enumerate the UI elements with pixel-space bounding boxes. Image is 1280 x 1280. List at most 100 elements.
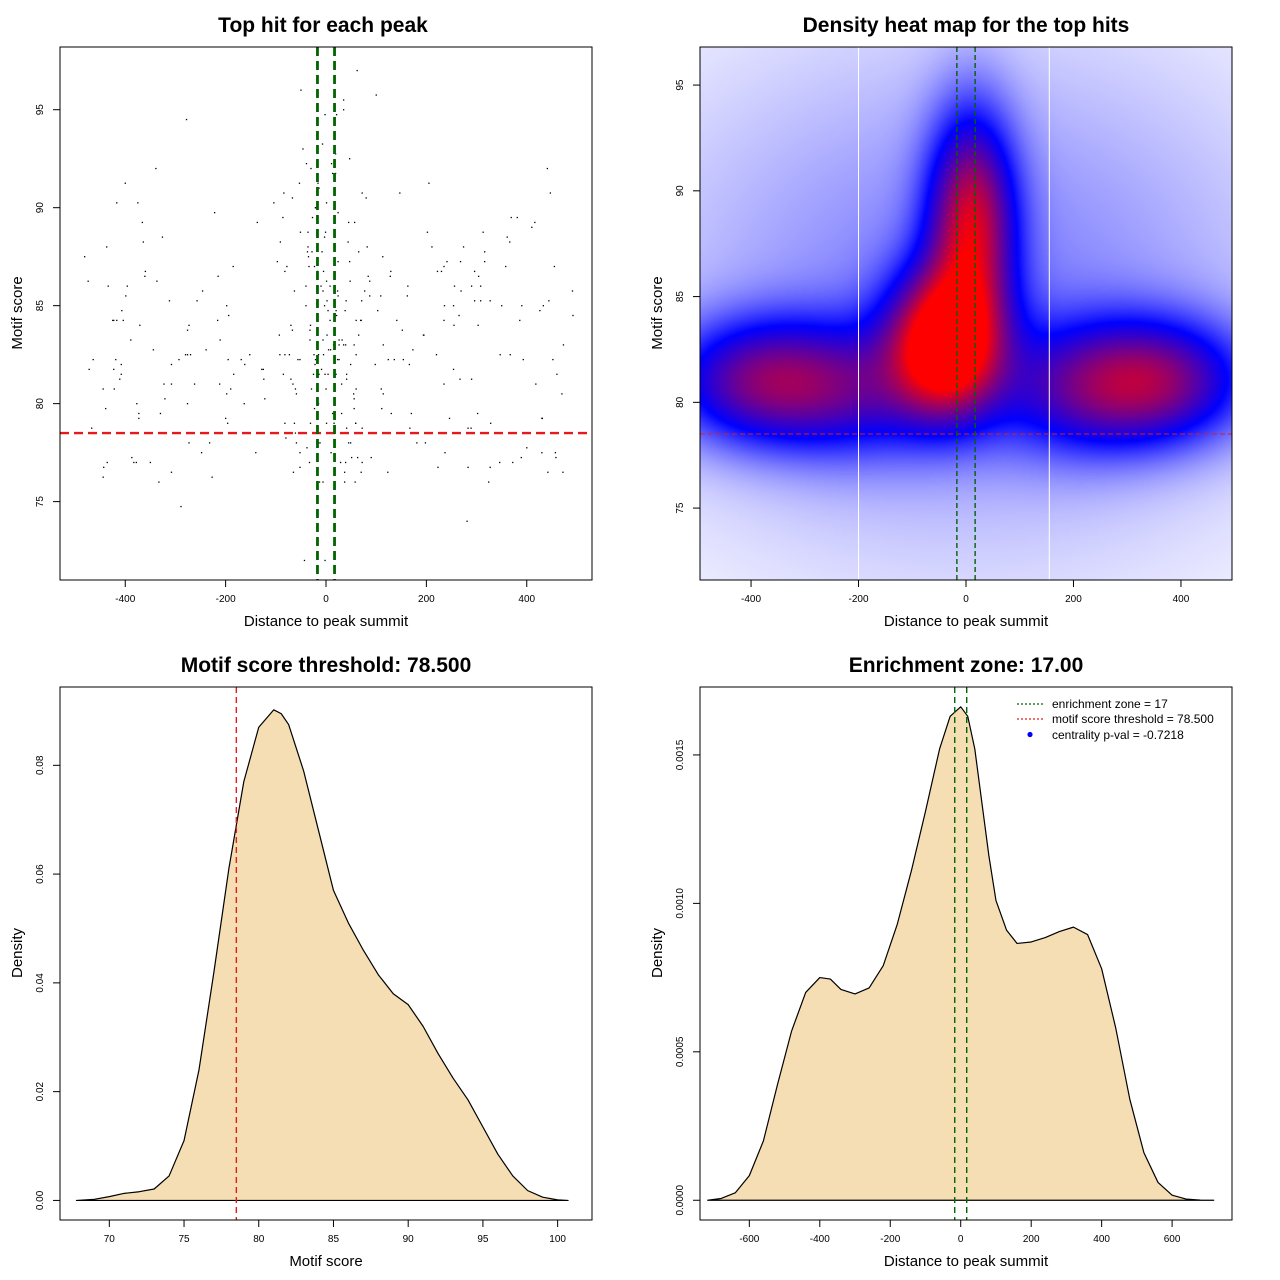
data-point xyxy=(112,319,114,322)
data-point xyxy=(288,354,291,356)
data-point xyxy=(349,280,351,282)
heatmap-x-axis: -400 -200 0 200 400 xyxy=(741,580,1190,605)
data-point xyxy=(323,236,326,238)
scatter-points xyxy=(83,69,574,562)
data-point xyxy=(116,319,118,322)
data-point xyxy=(479,285,482,287)
data-point xyxy=(555,456,557,459)
data-point xyxy=(539,309,541,312)
data-point xyxy=(512,461,514,464)
data-point xyxy=(124,182,126,184)
x-tick-label: 0 xyxy=(963,594,969,605)
data-point xyxy=(349,363,352,366)
data-point xyxy=(410,412,413,415)
data-point xyxy=(285,437,287,439)
data-point xyxy=(152,349,155,351)
data-point xyxy=(276,260,279,263)
x-tick-label: 600 xyxy=(1164,1234,1181,1245)
data-point xyxy=(466,520,468,522)
data-point xyxy=(324,373,326,375)
data-point xyxy=(200,452,203,454)
data-point xyxy=(193,383,196,385)
data-point xyxy=(217,275,219,277)
data-point xyxy=(562,344,565,346)
data-point xyxy=(353,407,355,410)
data-point xyxy=(322,354,325,356)
x-tick-label: -200 xyxy=(849,594,869,605)
data-point xyxy=(548,300,550,302)
y-tick-label: 85 xyxy=(675,291,686,303)
x-tick-label: 90 xyxy=(403,1234,415,1245)
data-point xyxy=(473,300,476,302)
data-point xyxy=(319,442,321,444)
distance-density-x-label: Distance to peak summit xyxy=(884,1253,1049,1270)
data-point xyxy=(506,236,508,238)
scatter-frame xyxy=(59,46,593,581)
data-point xyxy=(161,236,164,238)
data-point xyxy=(226,305,228,307)
legend-zone-label: enrichment zone = 17 xyxy=(1052,697,1168,711)
data-point xyxy=(196,300,198,302)
data-point xyxy=(141,221,144,224)
heatmap-panel: Density heat map for the top hits -400 -2… xyxy=(649,14,1233,630)
data-point xyxy=(308,265,310,268)
x-tick-label: -400 xyxy=(810,1234,830,1245)
data-point xyxy=(467,466,469,469)
x-tick-label: 0 xyxy=(958,1234,964,1245)
x-tick-label: 400 xyxy=(1173,594,1190,605)
data-point xyxy=(408,363,411,366)
data-point xyxy=(185,118,188,121)
score-density-frame xyxy=(59,686,593,1221)
score-density-title: Motif score threshold: 78.500 xyxy=(181,654,472,677)
data-point xyxy=(120,363,122,366)
data-point xyxy=(326,300,328,302)
data-point xyxy=(256,221,258,224)
data-point xyxy=(305,305,307,307)
y-tick-label: 95 xyxy=(675,79,686,91)
data-point xyxy=(311,216,314,219)
data-point xyxy=(490,422,492,424)
data-point xyxy=(323,305,326,307)
data-point xyxy=(163,383,165,385)
data-point xyxy=(158,481,160,483)
data-point xyxy=(473,270,476,273)
data-point xyxy=(355,354,357,356)
data-point xyxy=(295,442,298,444)
data-point xyxy=(370,456,372,459)
data-point xyxy=(170,363,173,366)
data-point xyxy=(344,461,347,464)
scatter-y-axis: 75 80 85 90 95 xyxy=(35,104,60,507)
data-point xyxy=(572,314,574,317)
data-point xyxy=(458,314,460,317)
heatmap-x-label: Distance to peak summit xyxy=(884,613,1049,630)
data-point xyxy=(325,202,328,204)
data-point xyxy=(170,383,173,385)
legend-threshold-label: motif score threshold = 78.500 xyxy=(1052,712,1214,726)
data-point xyxy=(92,358,94,361)
data-point xyxy=(282,216,284,219)
distance-density-x-axis: -600 -400 -200 0 200 400 600 xyxy=(739,1220,1181,1245)
data-point xyxy=(342,99,345,101)
data-point xyxy=(309,329,311,331)
data-point xyxy=(142,241,145,243)
data-point xyxy=(88,368,90,371)
data-point xyxy=(510,216,512,219)
distance-density-curve xyxy=(707,706,1215,1201)
data-point xyxy=(83,256,86,258)
data-point xyxy=(290,378,292,380)
data-point xyxy=(453,324,455,326)
data-point xyxy=(331,412,334,415)
data-point xyxy=(369,280,371,282)
data-point xyxy=(213,211,216,214)
data-point xyxy=(390,270,392,273)
data-point xyxy=(393,358,395,361)
data-point xyxy=(556,373,558,375)
data-point xyxy=(240,358,242,361)
data-point xyxy=(244,363,246,366)
data-point xyxy=(446,260,448,263)
data-point xyxy=(318,373,320,375)
y-tick-label: 0.0015 xyxy=(675,739,686,770)
data-point xyxy=(322,290,324,292)
data-point xyxy=(186,354,189,356)
